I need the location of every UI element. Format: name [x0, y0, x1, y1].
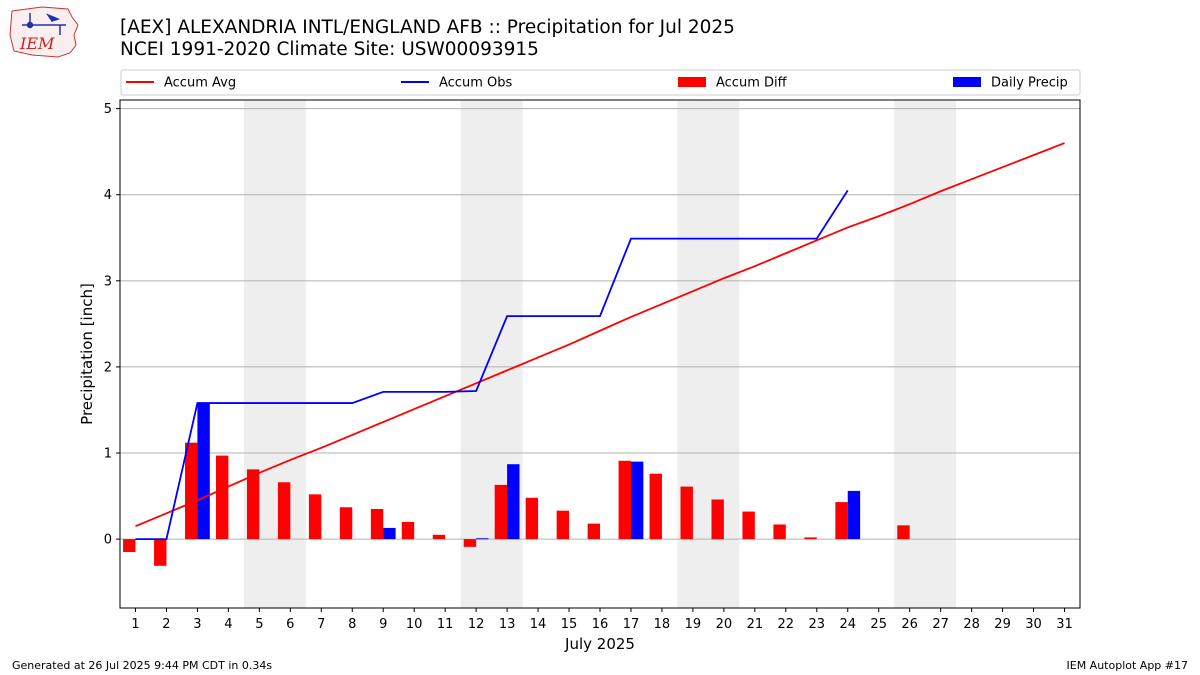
- accum-obs-line: [135, 189, 849, 541]
- accum-diff-bar: [835, 502, 848, 540]
- x-tick-label: 9: [379, 617, 387, 632]
- x-tick-label: 21: [747, 617, 764, 632]
- x-tick-label: 14: [530, 617, 547, 632]
- x-tick-label: 5: [255, 617, 263, 632]
- accum-diff-bar: [246, 469, 260, 540]
- accum-diff-bar: [587, 523, 600, 540]
- accum-diff-bar: [463, 539, 477, 547]
- x-tick-label: 18: [654, 617, 671, 632]
- legend-label: Accum Avg: [164, 76, 236, 91]
- weekend-band: [894, 100, 957, 608]
- accum-diff-bar: [308, 494, 322, 540]
- x-tick-label: 17: [623, 617, 640, 632]
- y-tick-label: 1: [104, 447, 112, 462]
- x-tick-label: 12: [468, 617, 485, 632]
- y-tick-label: 3: [104, 274, 112, 289]
- x-tick-label: 29: [994, 617, 1011, 632]
- x-tick-label: 23: [809, 617, 826, 632]
- iem-logo: IEM: [9, 6, 79, 58]
- y-tick-label: 4: [104, 188, 112, 203]
- y-axis-label: Precipitation [inch]: [78, 283, 96, 425]
- legend: Accum Avg Accum Obs Accum Diff Daily Precip: [120, 69, 1081, 96]
- daily-precip-bar: [847, 490, 861, 540]
- x-tick-label: 3: [193, 617, 201, 632]
- logo-text: IEM: [19, 34, 55, 53]
- x-axis: 1 2 3 4 5 6 7 8 9 10 11 12 13 14 15 16 17 18 19 20 21 22 23 24 2…: [131, 608, 1073, 632]
- x-tick-label: 16: [592, 617, 609, 632]
- accum-diff-bar: [401, 521, 415, 540]
- y-tick-label: 0: [104, 533, 112, 548]
- x-tick-label: 22: [778, 617, 795, 632]
- accum-diff-bar: [897, 525, 910, 540]
- x-tick-label: 6: [286, 617, 294, 632]
- legend-swatch: [953, 77, 981, 87]
- daily-precip-bar: [383, 527, 396, 540]
- y-tick-label: 2: [104, 360, 112, 375]
- legend-label: Accum Diff: [716, 76, 788, 91]
- app-label: IEM Autoplot App #17: [1066, 659, 1189, 672]
- accum-avg-line: [135, 142, 1065, 528]
- accum-diff-bar: [370, 508, 384, 540]
- chart-title: [AEX] ALEXANDRIA INTL/ENGLAND AFB :: Pre…: [120, 17, 735, 38]
- x-tick-label: 10: [406, 617, 423, 632]
- accum-diff-bar: [804, 537, 817, 540]
- x-tick-label: 13: [499, 617, 516, 632]
- daily-precip-bar: [476, 538, 489, 540]
- legend-swatch: [678, 77, 706, 87]
- weather-station-icon: [22, 13, 66, 35]
- x-tick-label: 4: [224, 617, 232, 632]
- accum-diff-bar: [680, 486, 693, 540]
- x-tick-label: 19: [685, 617, 702, 632]
- accum-diff-bar: [525, 497, 539, 540]
- daily-precip-bar: [507, 464, 520, 540]
- x-tick-label: 8: [348, 617, 356, 632]
- daily-precip-bar: [630, 461, 644, 540]
- accum-diff-bar: [773, 524, 786, 540]
- x-axis-label: July 2025: [564, 635, 635, 653]
- legend-label: Accum Obs: [439, 76, 512, 91]
- line-series: [135, 142, 1065, 541]
- accum-diff-bar: [711, 499, 724, 540]
- accum-diff-bar: [123, 539, 136, 553]
- x-tick-label: 11: [437, 617, 454, 632]
- x-tick-label: 26: [901, 617, 918, 632]
- accum-diff-bar: [742, 511, 755, 540]
- accum-diff-bar: [185, 442, 198, 540]
- accum-diff-bar: [494, 484, 508, 540]
- accum-diff-bar: [556, 510, 570, 540]
- daily-precip-bar: [197, 403, 210, 540]
- legend-label: Daily Precip: [991, 76, 1068, 91]
- bar-series: [123, 403, 910, 566]
- x-tick-label: 2: [162, 617, 170, 632]
- legend-accum-diff: Accum Diff: [678, 76, 788, 91]
- x-tick-label: 30: [1025, 617, 1042, 632]
- x-tick-label: 25: [870, 617, 887, 632]
- x-tick-label: 28: [963, 617, 980, 632]
- chart-subtitle: NCEI 1991-2020 Climate Site: USW00093915: [120, 39, 539, 60]
- x-tick-label: 27: [932, 617, 949, 632]
- x-tick-label: 24: [839, 617, 856, 632]
- x-tick-label: 20: [716, 617, 733, 632]
- accum-diff-bar: [649, 473, 662, 540]
- grid-lines: [120, 108, 1080, 540]
- accum-diff-bar: [154, 539, 167, 566]
- generated-timestamp: Generated at 26 Jul 2025 9:44 PM CDT in …: [12, 659, 273, 672]
- legend-box: [120, 69, 1081, 96]
- accum-diff-bar: [216, 455, 229, 540]
- y-tick-label: 5: [104, 102, 112, 117]
- x-tick-label: 7: [317, 617, 325, 632]
- y-axis: 0 1 2 3 4 5: [104, 102, 120, 548]
- x-tick-label: 31: [1056, 617, 1073, 632]
- accum-diff-bar: [618, 460, 631, 540]
- accum-diff-bar: [432, 534, 446, 540]
- legend-accum-avg: Accum Avg: [126, 76, 236, 91]
- x-tick-label: 1: [131, 617, 139, 632]
- accum-diff-bar: [277, 482, 291, 540]
- x-tick-label: 15: [561, 617, 578, 632]
- accum-diff-bar: [339, 507, 353, 540]
- legend-daily-precip: Daily Precip: [953, 76, 1068, 91]
- legend-accum-obs: Accum Obs: [401, 76, 512, 91]
